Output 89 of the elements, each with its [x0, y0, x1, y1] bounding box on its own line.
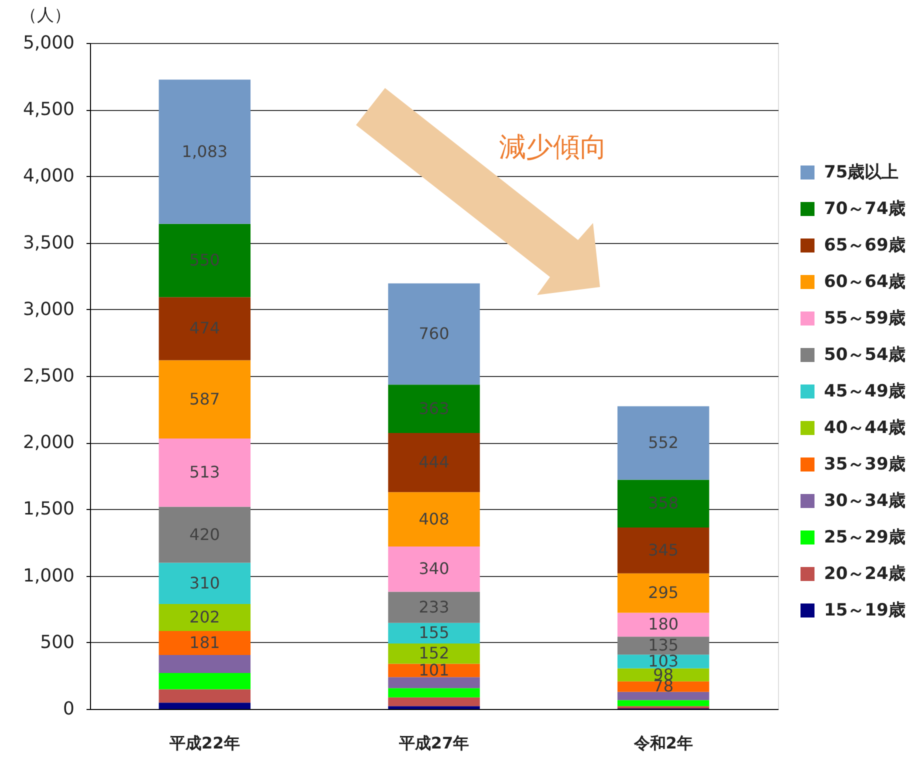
x-tick-label: 令和2年	[632, 734, 693, 752]
data-label: 233	[418, 597, 450, 616]
bar	[158, 360, 251, 438]
bar	[158, 297, 251, 360]
data-label: 760	[418, 324, 450, 344]
bar	[388, 492, 480, 546]
legend-label: 40～44歳	[824, 418, 906, 438]
bar	[617, 480, 710, 528]
bar	[158, 224, 251, 298]
bar	[158, 673, 251, 690]
bar	[617, 406, 710, 480]
data-label: 135	[648, 636, 679, 655]
data-label: 310	[189, 573, 220, 592]
bar	[388, 546, 480, 592]
data-label: 202	[189, 607, 220, 626]
data-label: 408	[418, 509, 450, 528]
bar	[617, 654, 710, 668]
legend-label: 15～19歳	[824, 600, 906, 620]
legend-label: 75歳以上	[824, 162, 899, 182]
y-tick-label: 3,500	[22, 232, 74, 254]
bar	[158, 438, 251, 507]
bar	[617, 612, 710, 637]
x-tick-label: 平成27年	[398, 734, 470, 752]
y-tick-label: 5,000	[22, 32, 74, 54]
data-label: 550	[189, 250, 220, 270]
bar	[388, 384, 480, 434]
bar	[158, 655, 251, 674]
data-label: 180	[648, 614, 679, 634]
bar	[158, 604, 251, 631]
data-label: 587	[189, 389, 220, 408]
y-axis-title: （人）	[20, 6, 71, 26]
legend-label: 65～69歳	[824, 236, 906, 256]
data-label: 340	[418, 559, 450, 578]
bar	[617, 692, 710, 700]
legend-label: 60～64歳	[824, 272, 906, 292]
bar	[388, 622, 480, 644]
y-tick-label: 3,000	[22, 298, 74, 320]
data-label: 513	[189, 462, 220, 482]
bar	[617, 681, 710, 692]
bar	[158, 630, 251, 656]
data-label: 101	[418, 660, 450, 680]
x-tick-label: 平成22年	[168, 734, 240, 752]
data-label: 152	[418, 644, 450, 663]
bar	[388, 706, 480, 709]
data-label: 363	[418, 398, 450, 418]
y-tick-label: 1,000	[22, 565, 74, 586]
legend-label: 70～74歳	[824, 199, 906, 219]
bar	[388, 643, 480, 664]
bar	[158, 702, 251, 709]
y-tick-label: 2,500	[22, 366, 74, 386]
legend-label: 45～49歳	[824, 382, 906, 402]
y-tick-label: 1,500	[22, 498, 74, 520]
bar	[388, 433, 480, 492]
bar	[388, 283, 480, 385]
y-tick-label: 0	[63, 698, 74, 720]
data-label: 552	[648, 433, 679, 452]
y-tick-label: 4,000	[22, 166, 74, 187]
legend-label: 20～24歳	[824, 564, 906, 584]
bar	[617, 700, 710, 706]
bar	[158, 506, 251, 563]
bar	[388, 592, 480, 623]
data-label: 474	[189, 318, 220, 338]
data-label: 155	[418, 623, 450, 642]
legend-label: 25～29歳	[824, 528, 906, 548]
legend-label: 50～54歳	[824, 345, 906, 365]
bar	[158, 562, 251, 604]
bar	[388, 664, 480, 678]
y-tick-label: 500	[40, 632, 74, 653]
bar	[617, 636, 710, 655]
y-tick-label: 2,000	[22, 432, 74, 454]
legend-label: 35～39歳	[824, 454, 906, 474]
bar	[158, 80, 251, 224]
bar	[388, 677, 480, 688]
bar	[158, 689, 251, 703]
data-label: 444	[418, 452, 450, 472]
data-label: 181	[189, 633, 220, 652]
data-label: 345	[648, 540, 679, 560]
bar	[617, 527, 710, 574]
legend-label: 55～59歳	[824, 308, 906, 328]
bar	[388, 688, 480, 698]
data-label: 295	[648, 583, 679, 602]
bar	[388, 697, 480, 706]
data-label: 1,083	[182, 142, 228, 161]
annotation: 減少傾向	[499, 132, 607, 163]
data-label: 420	[189, 524, 220, 544]
y-tick-label: 4,500	[22, 99, 74, 120]
bar	[617, 573, 710, 613]
legend-label: 30～34歳	[824, 491, 906, 511]
data-label: 358	[648, 494, 679, 513]
